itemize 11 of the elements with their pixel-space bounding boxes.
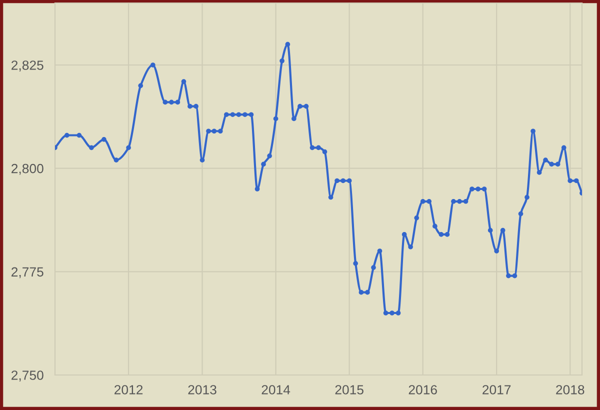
- y-tick-label: 2,775: [12, 267, 44, 278]
- y-tick-label: 2,800: [12, 164, 44, 175]
- x-tick-label: 2015: [335, 385, 364, 394]
- x-tick-label: 2014: [262, 385, 290, 394]
- y-tick-label: 2,825: [12, 60, 44, 72]
- x-tick-label: 2016: [408, 385, 437, 394]
- x-tick-label: 2017: [482, 385, 511, 394]
- y-tick-label: 2,750: [12, 370, 44, 382]
- x-tick-label: 2013: [188, 385, 216, 394]
- x-tick-label: 2018: [556, 385, 584, 394]
- x-tick-label: 2012: [114, 385, 143, 394]
